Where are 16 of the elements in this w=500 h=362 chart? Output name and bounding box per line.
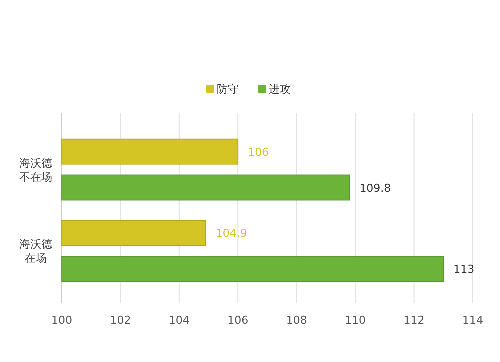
x-tick-label: 100: [52, 314, 72, 327]
data-label: 106: [248, 146, 270, 159]
x-tick-label: 114: [462, 314, 484, 327]
legend-label: 防守: [217, 83, 239, 96]
x-tick-label: 108: [286, 314, 308, 327]
data-label: 104.9: [216, 227, 248, 240]
x-tick-label: 110: [345, 314, 366, 327]
data-label: 113: [454, 263, 475, 276]
x-tick-label: 104: [168, 314, 190, 327]
x-tick-label: 112: [404, 314, 425, 327]
x-tick-label: 106: [228, 314, 249, 327]
y-tick-label: 海沃德在场: [20, 238, 52, 266]
x-tick-label: 102: [110, 314, 132, 327]
data-label: 109.8: [360, 182, 392, 195]
legend-label: 进攻: [269, 83, 291, 96]
y-tick-label: 海沃德不在场: [20, 156, 52, 184]
